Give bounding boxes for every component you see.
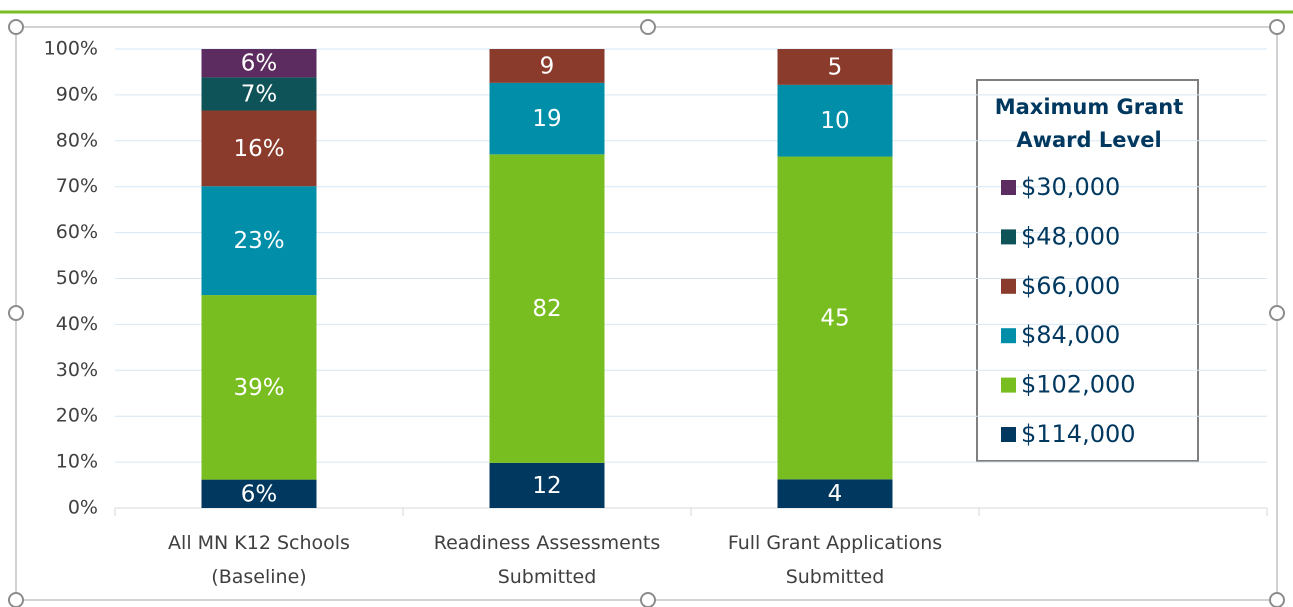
bar-segment — [489, 49, 605, 83]
data-label: 23% — [233, 228, 284, 254]
data-label: 6% — [241, 51, 278, 77]
bar-segment — [201, 186, 317, 296]
handles — [8, 19, 1285, 607]
bar-segment — [777, 84, 893, 157]
legend-swatch — [1001, 377, 1016, 393]
legend-label: $114,000 — [1021, 420, 1136, 448]
bar-segment — [201, 77, 317, 111]
x-tick-label: Readiness Assessments Submitted — [434, 532, 660, 588]
bar-segment — [489, 462, 605, 508]
legend-box — [976, 79, 1199, 462]
data-label: 19 — [532, 106, 561, 132]
y-tick-label: 90% — [56, 83, 98, 105]
y-tick-label: 0% — [68, 497, 98, 519]
bar-segment — [777, 49, 893, 85]
legend-label: $102,000 — [1021, 371, 1136, 399]
legend-label: $84,000 — [1021, 321, 1120, 349]
y-tick-label: 40% — [56, 313, 98, 335]
bar-segment — [201, 295, 317, 480]
y-tick-label: 60% — [56, 221, 98, 243]
data-label: 12 — [532, 473, 561, 499]
legend-swatch — [1001, 427, 1016, 442]
legend-label: $30,000 — [1021, 173, 1120, 201]
legend-swatch — [1001, 328, 1016, 344]
bar-segment — [777, 479, 893, 508]
bar-segment — [489, 82, 605, 155]
bar-segment — [201, 110, 317, 187]
x-tick-label: Full Grant Applications Submitted — [728, 532, 942, 588]
data-label: 45 — [820, 305, 849, 331]
data-label: 9 — [540, 53, 555, 79]
y-tick-label: 10% — [56, 451, 98, 473]
data-label: 6% — [241, 481, 278, 507]
legend-title: Maximum Grant Award Level — [995, 95, 1184, 152]
legend-label: $66,000 — [1021, 272, 1120, 300]
bar-segment — [777, 156, 893, 480]
legend-swatch — [1001, 229, 1016, 245]
legend-swatch — [1001, 180, 1016, 195]
data-label: 10 — [820, 108, 849, 134]
y-tick-label: 20% — [56, 405, 98, 427]
data-label: 4 — [828, 481, 843, 507]
data-label: 5 — [828, 54, 843, 80]
y-tick-label: 50% — [56, 267, 98, 289]
data-label: 16% — [233, 136, 284, 162]
legend-swatch — [1001, 278, 1016, 294]
y-tick-label: 100% — [44, 38, 98, 60]
x-tick-label: All MN K12 Schools (Baseline) — [168, 532, 350, 588]
y-tick-label: 30% — [56, 359, 98, 381]
bar-segment — [201, 479, 317, 508]
y-tick-label: 80% — [56, 129, 98, 151]
bar-segment — [201, 49, 317, 78]
bar-segment — [489, 154, 605, 463]
y-tick-label: 70% — [56, 175, 98, 197]
data-label: 39% — [233, 375, 284, 401]
data-label: 82 — [532, 296, 561, 322]
data-label: 7% — [241, 81, 278, 107]
legend-label: $48,000 — [1021, 222, 1120, 250]
